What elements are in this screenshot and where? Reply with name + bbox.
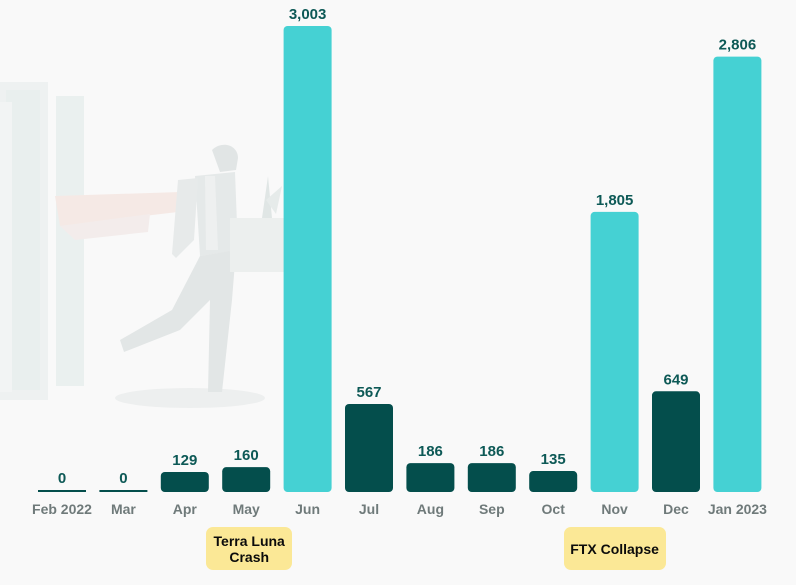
data-label: 649 [663,371,688,388]
data-label: 186 [479,443,504,460]
x-tick-label: Oct [542,501,566,517]
x-tick-label: Jan 2023 [708,501,767,517]
x-axis-ticks-layer: Feb 2022 Mar Apr May Jun Jul Aug Sep Oct Nov Dec Ja… [32,501,767,517]
data-label: 1,805 [596,192,634,209]
data-label: 160 [234,447,259,464]
bar-nov [590,211,639,492]
bar-jan-2023 [713,56,762,492]
data-label: 2,806 [719,37,757,54]
x-tick-label: Aug [417,501,444,517]
x-tick-label: Jun [295,501,320,517]
data-label: 129 [172,452,197,469]
data-label: 3,003 [289,6,327,23]
bar-may [222,467,271,492]
data-label: 0 [119,470,127,487]
bar-dec [652,391,700,492]
x-tick-label: Jul [359,501,379,517]
data-label: 567 [356,384,381,401]
bars-layer [38,26,762,492]
x-tick-label: Nov [601,501,628,517]
x-tick-label: Apr [173,501,198,517]
bar-jul [345,404,393,492]
x-tick-label: Dec [663,501,689,517]
bar-aug [406,463,455,492]
annotation-callout: Terra Luna Crash [206,527,293,570]
bar-oct [529,471,578,492]
x-tick-label: Mar [111,501,136,517]
background-illustration [0,82,284,408]
annotation-callout: FTX Collapse [563,527,666,570]
bar-sep [467,463,516,492]
bar-jun [283,26,332,492]
data-label: 135 [541,451,566,468]
bar-feb-2022 [38,490,86,492]
x-tick-label: Feb 2022 [32,501,92,517]
value-labels-layer: 0 0 129 160 3,003 567 186 186 135 1,805 649 2,806 [58,6,756,487]
data-label: 0 [58,470,66,487]
bar-mar [99,490,148,492]
x-tick-label: Sep [479,501,505,517]
x-tick-label: May [233,501,260,517]
bar-apr [160,471,209,492]
data-label: 186 [418,443,443,460]
